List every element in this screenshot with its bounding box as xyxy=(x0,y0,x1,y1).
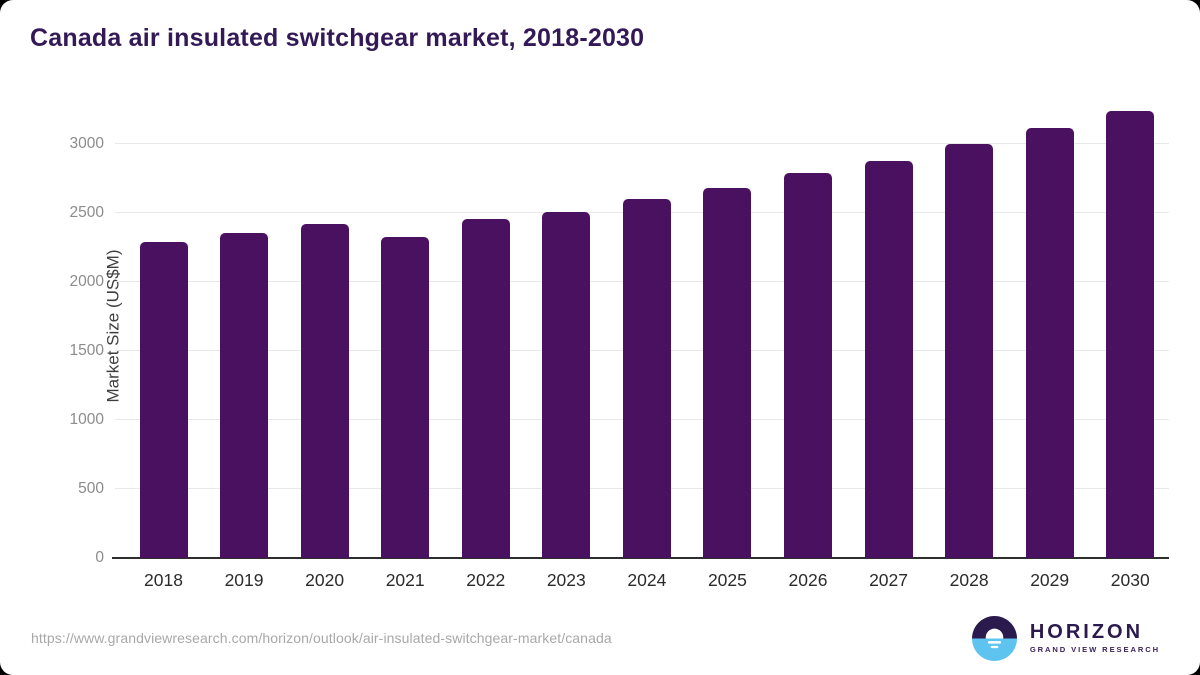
y-axis-title: Market Size (US$M) xyxy=(103,249,123,403)
y-tick-label-1500: 1500 xyxy=(69,342,104,360)
gridline-3000 xyxy=(115,143,1169,145)
source-url-text: https://www.grandviewresearch.com/horizo… xyxy=(31,630,612,646)
y-tick-label-1000: 1000 xyxy=(69,411,104,429)
horizon-sun-icon xyxy=(971,615,1017,661)
bar-2023 xyxy=(542,211,591,558)
x-tick-label-2028: 2028 xyxy=(949,570,989,590)
logo-name: HORIZON xyxy=(1029,621,1144,643)
bar-2024 xyxy=(622,199,671,558)
y-tick-label-3000: 3000 xyxy=(69,135,104,153)
bar-2028 xyxy=(945,144,994,558)
x-tick-label-2030: 2030 xyxy=(1110,570,1150,590)
x-tick-label-2019: 2019 xyxy=(224,570,264,590)
bar-chart-plot-area: Market Size (US$M) 0 500 1000 1500 2000 2500 3… xyxy=(70,94,1169,590)
bar-2026 xyxy=(783,172,832,558)
bar-2027 xyxy=(864,160,913,558)
x-tick-label-2018: 2018 xyxy=(144,570,183,590)
bar-2018 xyxy=(139,242,188,558)
footer: https://www.grandviewresearch.com/horizo… xyxy=(31,612,1160,664)
logo-subtitle: GRAND VIEW RESEARCH xyxy=(1029,645,1160,654)
x-tick-label-2022: 2022 xyxy=(466,570,506,590)
y-tick-label-2000: 2000 xyxy=(69,273,104,291)
x-tick-label-2021: 2021 xyxy=(385,570,425,590)
bar-2030 xyxy=(1106,111,1155,558)
x-tick-label-2023: 2023 xyxy=(546,570,586,590)
x-tick-label-2020: 2020 xyxy=(305,570,345,590)
bar-2020 xyxy=(300,224,349,558)
x-tick-label-2026: 2026 xyxy=(788,570,828,590)
y-tick-label-2500: 2500 xyxy=(69,204,104,222)
x-tick-label-2027: 2027 xyxy=(869,570,908,590)
bar-2025 xyxy=(703,187,752,558)
y-tick-label-500: 500 xyxy=(78,480,104,498)
bar-2019 xyxy=(220,232,269,558)
bar-2022 xyxy=(461,219,510,558)
horizon-logo: HORIZON GRAND VIEW RESEARCH xyxy=(971,615,1160,661)
x-tick-label-2024: 2024 xyxy=(627,570,667,590)
bar-2021 xyxy=(381,236,430,558)
chart-title: Canada air insulated switchgear market, … xyxy=(30,24,645,52)
x-tick-label-2029: 2029 xyxy=(1030,570,1070,590)
x-tick-label-2025: 2025 xyxy=(707,570,747,590)
y-tick-label-0: 0 xyxy=(95,549,104,566)
bar-2029 xyxy=(1025,127,1074,558)
horizon-logo-text: HORIZON GRAND VIEW RESEARCH xyxy=(1030,622,1160,654)
x-axis-line xyxy=(112,557,1169,559)
